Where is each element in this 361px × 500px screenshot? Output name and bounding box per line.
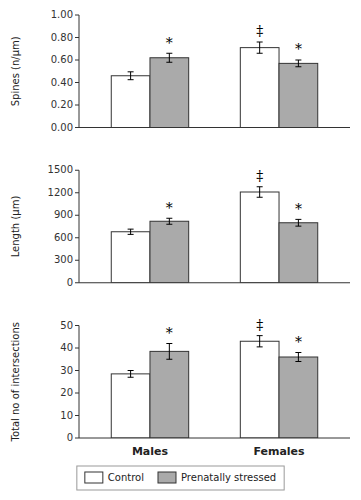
y-axis-label: Length (μm) [10, 196, 21, 258]
plot-area [111, 187, 317, 283]
y-tick [75, 215, 79, 216]
plot-area [111, 336, 317, 438]
bar [240, 192, 279, 283]
error-bar [257, 187, 263, 198]
error-bar [166, 218, 172, 224]
annotation: * [295, 201, 302, 217]
error-bar [166, 344, 172, 360]
y-tick [75, 37, 79, 38]
y-axis-label: Spines (n/μm) [10, 36, 21, 106]
annotation: ‡ [256, 168, 263, 184]
bar [111, 76, 150, 128]
bar [111, 232, 150, 283]
y-axis [79, 170, 80, 283]
y-tick [75, 438, 79, 439]
y-tick-label: 20 [60, 387, 73, 398]
legend-label: Prenatally stressed [181, 472, 276, 483]
bar [240, 48, 279, 128]
annotation: * [166, 200, 173, 216]
error-bar [166, 53, 172, 62]
error-bar [295, 219, 301, 226]
bar [150, 221, 189, 283]
annotation: * [295, 41, 302, 57]
y-tick-label: 0.40 [51, 77, 73, 88]
legend-frame [77, 466, 284, 490]
y-tick-label: 1500 [48, 164, 73, 175]
plot-area [111, 42, 317, 128]
y-tick-label: 0.00 [51, 122, 73, 133]
bar [240, 341, 279, 438]
chart: 0.00 0.20 0.40 0.60 0.80 1.00 Spines (n/μm) * ‡ *… [0, 0, 361, 500]
y-tick-label: 40 [60, 342, 73, 353]
error-bar [128, 229, 134, 234]
bar [150, 58, 189, 128]
y-tick [75, 237, 79, 238]
bar [150, 351, 189, 438]
error-bar [295, 60, 301, 67]
y-tick-label: 1200 [48, 187, 73, 198]
error-bar [257, 336, 263, 347]
legend: Control Prenatally stressed [77, 466, 284, 490]
y-tick-label: 900 [54, 209, 73, 220]
y-axis-label: Total no of intersections [10, 322, 21, 443]
error-bar [295, 353, 301, 362]
y-axis [79, 326, 80, 439]
y-tick-label: 50 [60, 320, 73, 331]
y-tick-label: 1.00 [51, 9, 73, 20]
y-tick-label: 600 [54, 232, 73, 243]
bar [279, 223, 318, 283]
y-tick [75, 192, 79, 193]
y-tick-label: 0.80 [51, 32, 73, 43]
bar [279, 357, 318, 438]
y-axis [79, 15, 80, 128]
legend-swatch [158, 472, 176, 483]
y-tick-label: 300 [54, 254, 73, 265]
y-tick-label: 10 [60, 410, 73, 421]
category-label: Females [253, 445, 305, 458]
y-tick-label: 0 [67, 277, 73, 288]
legend-swatch [85, 472, 103, 483]
legend-label: Control [108, 472, 144, 483]
panel: 0 10 20 30 40 50 Total no of intersections Male… [10, 317, 350, 458]
y-tick [75, 325, 79, 326]
y-tick-label: 30 [60, 365, 73, 376]
annotation: * [166, 325, 173, 341]
y-tick [75, 15, 79, 16]
y-tick-label: 0.20 [51, 99, 73, 110]
bar [111, 374, 150, 438]
error-bar [128, 72, 134, 80]
y-tick [75, 105, 79, 106]
y-tick-label: 0.60 [51, 54, 73, 65]
error-bar [257, 42, 263, 53]
annotation: ‡ [256, 317, 263, 333]
y-tick [75, 60, 79, 61]
annotation: * [166, 35, 173, 51]
x-axis [79, 282, 350, 283]
x-axis [79, 438, 350, 439]
panel: 0.00 0.20 0.40 0.60 0.80 1.00 Spines (n/μm) * ‡ * [10, 9, 350, 133]
annotation: ‡ [256, 23, 263, 39]
annotation: * [295, 334, 302, 350]
y-tick [75, 370, 79, 371]
y-tick [75, 415, 79, 416]
y-tick [75, 348, 79, 349]
y-tick [75, 282, 79, 283]
category-label: Males [132, 445, 169, 458]
error-bar [128, 371, 134, 378]
panel: 0 300 600 900 1200 1500 Length (μm) * ‡ * [10, 164, 350, 288]
x-axis [79, 127, 350, 128]
y-tick [75, 260, 79, 261]
y-tick [75, 82, 79, 83]
y-tick [75, 127, 79, 128]
y-tick [75, 393, 79, 394]
y-tick [75, 170, 79, 171]
y-tick-label: 0 [67, 432, 73, 443]
bar [279, 63, 318, 127]
